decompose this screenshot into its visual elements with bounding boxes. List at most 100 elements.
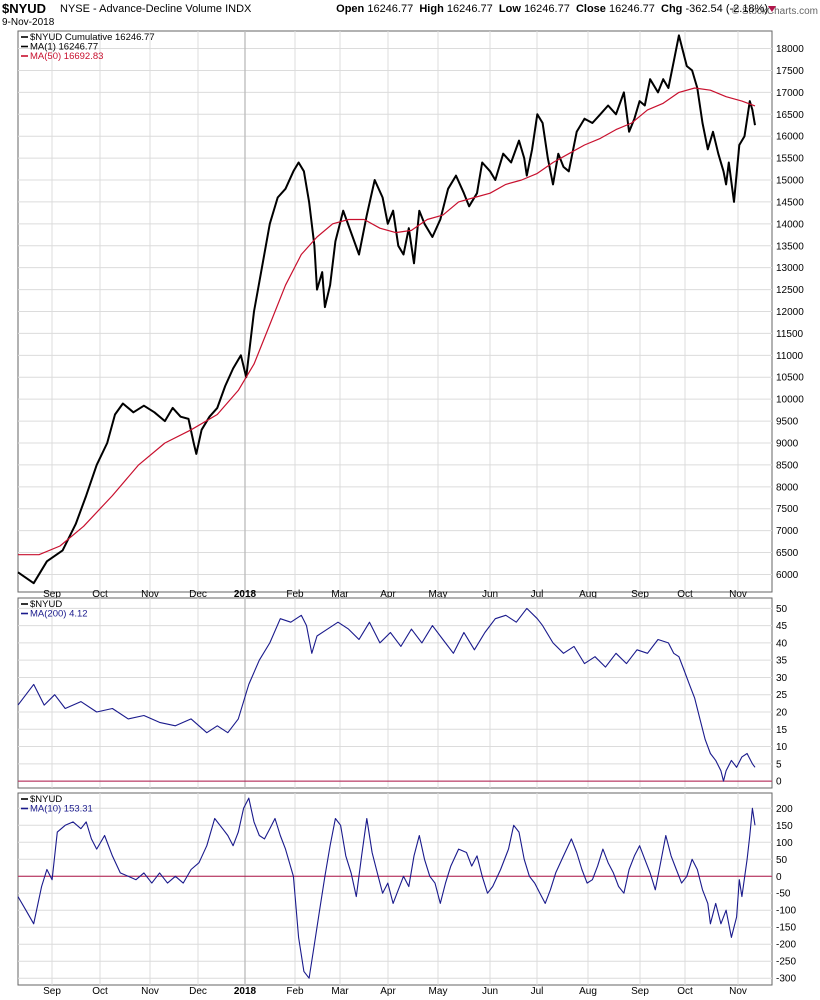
ma200-y-tick: 5 [776, 759, 782, 770]
x-tick-label: Jul [531, 589, 544, 600]
x-tick-label: Oct [92, 589, 108, 600]
x-tick-label: Apr [380, 986, 396, 997]
ma200-legend-item: MA(200) 4.12 [30, 609, 88, 620]
x-tick-label: Nov [729, 986, 747, 997]
x-tick-label: Sep [43, 589, 61, 600]
ma10-legend-item: $NYUD [30, 794, 62, 805]
ma10-y-tick: 100 [776, 838, 793, 849]
price-y-tick: 18000 [776, 44, 804, 55]
x-tick-label: Sep [631, 986, 649, 997]
index-name: NYSE - Advance-Decline Volume INDX [60, 3, 252, 15]
price-y-tick: 14000 [776, 219, 804, 230]
price-y-tick: 12000 [776, 307, 804, 318]
x-tick-label: Apr [380, 589, 396, 600]
x-tick-label: Oct [677, 986, 693, 997]
quote-summary: Open 16246.77 High 16246.77 Low 16246.77… [336, 3, 768, 15]
ma10-series-line [17, 797, 756, 979]
price-series-line [17, 34, 756, 585]
ma10-y-tick: -50 [776, 889, 791, 900]
x-tick-label: Nov [729, 589, 747, 600]
x-tick-label: 2018 [234, 589, 257, 600]
price-y-tick: 9000 [776, 438, 799, 449]
ma200-y-tick: 30 [776, 673, 788, 684]
x-tick-label: Aug [579, 986, 597, 997]
ma10-y-tick: -150 [776, 923, 796, 934]
high-label: High [419, 3, 444, 15]
x-tick-label: Oct [92, 986, 108, 997]
x-tick-label: Dec [189, 986, 207, 997]
ma10-y-tick: -300 [776, 974, 796, 985]
price-legend-item: MA(50) 16692.83 [30, 51, 103, 62]
price-y-tick: 13000 [776, 263, 804, 274]
price-y-tick: 7500 [776, 504, 799, 515]
ma10-y-tick: -100 [776, 906, 796, 917]
price-y-tick: 8500 [776, 460, 799, 471]
price-y-tick: 15500 [776, 154, 804, 165]
x-tick-label: Aug [579, 589, 597, 600]
open-value: 16246.77 [367, 3, 414, 15]
high-value: 16246.77 [446, 3, 493, 15]
x-tick-label: Oct [677, 589, 693, 600]
chg-value: -362.54 (-2.18%) [685, 3, 768, 15]
ma10-panel: -300 -250 -200 -150 -100 -50 0 50 100 150 200 $NYUD… [17, 792, 796, 997]
ma10-y-tick: -250 [776, 957, 796, 968]
price-y-tick: 13500 [776, 241, 804, 252]
price-y-tick: 15000 [776, 176, 804, 187]
price-y-tick: 16000 [776, 132, 804, 143]
price-legend-item: MA(1) 16246.77 [30, 42, 98, 53]
chg-label: Chg [661, 3, 683, 15]
ma200-y-tick: 35 [776, 656, 788, 667]
ma200-y-tick: 25 [776, 690, 788, 701]
low-value: 16246.77 [523, 3, 570, 15]
ma10-legend-item: MA(10) 153.31 [30, 804, 93, 815]
low-label: Low [498, 3, 521, 15]
ma200-legend-item: $NYUD [30, 599, 62, 610]
x-tick-label: Sep [43, 986, 61, 997]
price-y-tick: 7000 [776, 526, 799, 537]
ma200-series-line [17, 607, 756, 782]
price-y-tick: 10500 [776, 373, 804, 384]
ma200-y-tick: 50 [776, 604, 788, 615]
price-panel: 6000 6500 7000 7500 8000 8500 9000 9500 10000 105… [17, 30, 804, 600]
ma200-y-tick: 45 [776, 621, 788, 632]
price-y-tick: 9500 [776, 417, 799, 428]
price-y-tick: 11000 [776, 351, 804, 362]
ma200-y-tick: 40 [776, 638, 788, 649]
price-y-tick: 10000 [776, 395, 804, 406]
ma200-y-tick: 0 [776, 777, 782, 788]
price-y-tick: 6500 [776, 548, 799, 559]
x-tick-label: Mar [331, 986, 349, 997]
ma10-y-tick: -200 [776, 940, 796, 951]
price-series-line [18, 87, 756, 556]
x-tick-label: 2018 [234, 986, 257, 997]
price-y-tick: 6000 [776, 570, 799, 581]
ma10-y-tick: 0 [776, 872, 782, 883]
x-tick-label: Dec [189, 589, 207, 600]
ma10-frame [17, 792, 773, 986]
ma10-y-tick: 50 [776, 855, 788, 866]
close-label: Close [575, 3, 606, 15]
price-y-tick: 16500 [776, 110, 804, 121]
ma10-y-tick: 150 [776, 821, 793, 832]
price-y-tick: 14500 [776, 197, 804, 208]
price-y-tick: 12500 [776, 285, 804, 296]
symbol-label: $NYUD [2, 1, 47, 16]
price-y-tick: 8000 [776, 482, 799, 493]
ma200-y-tick: 15 [776, 725, 788, 736]
x-tick-label: Feb [286, 589, 304, 600]
price-y-tick: 17000 [776, 88, 804, 99]
x-tick-label: Feb [286, 986, 304, 997]
x-tick-label: May [429, 589, 448, 600]
down-arrow-icon [768, 6, 776, 12]
price-y-tick: 11500 [776, 329, 804, 340]
x-tick-label: May [429, 986, 448, 997]
x-tick-label: Jun [482, 986, 498, 997]
price-legend-item: $NYUD Cumulative 16246.77 [30, 32, 155, 43]
x-tick-label: Sep [631, 589, 649, 600]
x-tick-label: Jun [482, 589, 498, 600]
ma200-frame [17, 597, 773, 789]
close-value: 16246.77 [608, 3, 655, 15]
chart-date: 9-Nov-2018 [2, 17, 55, 28]
